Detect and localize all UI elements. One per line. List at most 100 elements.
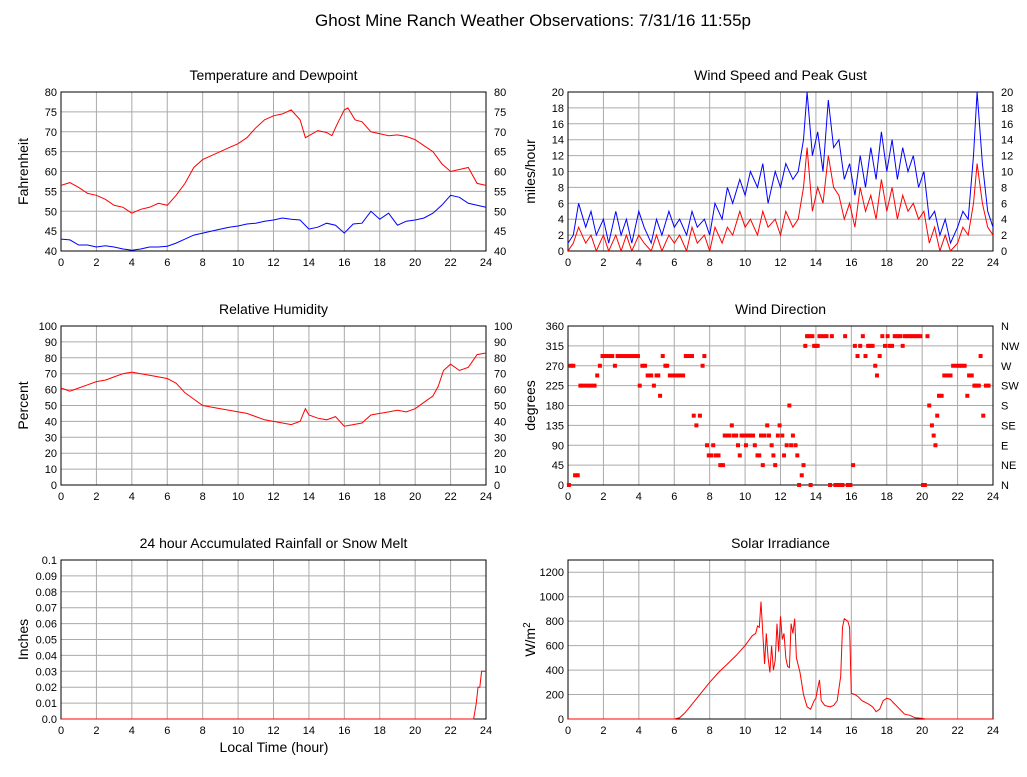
- solar-x-tick: 22: [951, 725, 963, 737]
- wind-speed-title: Wind Speed and Peak Gust: [694, 67, 867, 83]
- solar-y-tick: 1000: [540, 592, 564, 604]
- wind-direction-point: [902, 334, 907, 339]
- humidity-right-tick: 20: [494, 448, 506, 460]
- wind-direction-point: [821, 334, 825, 339]
- temperature-frame: [60, 91, 487, 252]
- wind-speed-series-line-1: [568, 147, 993, 252]
- wind-direction-point: [691, 413, 696, 418]
- wind-direction-point: [568, 363, 573, 368]
- wind-direction-point: [656, 373, 661, 378]
- wind-direction-point: [843, 334, 848, 339]
- rainfall-x-tick: 8: [200, 725, 206, 737]
- wind-speed-x-tick: 20: [916, 257, 928, 269]
- wind-direction-point: [771, 453, 776, 458]
- wind-direction-point: [967, 373, 972, 378]
- wind-direction-point: [948, 373, 953, 378]
- rainfall-y-tick: 0.05: [36, 635, 57, 647]
- wind-direction-point: [745, 433, 750, 438]
- wind-speed-x-tick: 24: [987, 257, 999, 269]
- temperature-x-tick: 2: [93, 257, 99, 269]
- wind-direction-point: [660, 354, 665, 359]
- wind-direction-point: [640, 363, 645, 368]
- wind-direction-point: [585, 383, 590, 388]
- temperature-x-tick: 22: [444, 257, 456, 269]
- wind-speed-y-label: miles/hour: [522, 139, 538, 204]
- wind-direction-point: [665, 363, 670, 368]
- temperature-x-tick: 20: [409, 257, 421, 269]
- temperature-right-tick: 45: [494, 226, 506, 238]
- wind-direction-point: [762, 433, 767, 438]
- temperature-x-tick: 0: [58, 257, 64, 269]
- wind-direction-point: [734, 433, 739, 438]
- wind-direction-point: [929, 423, 934, 428]
- x-axis-label: Local Time (hour): [220, 739, 329, 755]
- wind-direction-point: [793, 443, 798, 448]
- wind-direction-point: [863, 354, 868, 359]
- humidity-right-tick: 50: [494, 401, 506, 413]
- temperature-y-tick: 40: [45, 246, 57, 258]
- wind-direction-point: [670, 373, 675, 378]
- wind-direction-point: [731, 433, 736, 438]
- temperature-x-tick: 6: [164, 257, 170, 269]
- wind-direction-x-tick: 14: [810, 491, 822, 503]
- wind-direction-point: [765, 423, 770, 428]
- temperature-series-line-1: [61, 194, 486, 251]
- humidity-x-tick: 12: [267, 491, 279, 503]
- wind-direction-point: [969, 373, 974, 378]
- humidity-right-tick: 10: [494, 464, 506, 476]
- wind-direction-point: [935, 413, 940, 418]
- rainfall-y-tick: 0.02: [36, 682, 57, 694]
- wind-speed-y-tick: 14: [552, 135, 564, 147]
- wind-direction-point: [797, 483, 802, 487]
- solar-x-tick: 8: [707, 725, 713, 737]
- wind-direction-point: [858, 343, 863, 348]
- humidity-x-tick: 22: [444, 491, 456, 503]
- wind-direction-point: [705, 443, 710, 448]
- wind-direction-point: [769, 443, 774, 448]
- humidity-x-tick: 0: [58, 491, 64, 503]
- wind-speed-y-tick: 8: [558, 182, 564, 194]
- wind-direction-point: [718, 463, 723, 468]
- wind-direction-point: [757, 453, 762, 458]
- wind-direction-point: [702, 354, 707, 359]
- wind-direction-point: [706, 453, 711, 458]
- wind-direction-point: [890, 343, 895, 348]
- wind-direction-point: [622, 354, 627, 359]
- humidity-y-tick: 100: [39, 321, 57, 333]
- wind-direction-point: [674, 373, 679, 378]
- rainfall-chart: 24 hour Accumulated Rainfall or Snow Mel…: [15, 535, 492, 737]
- wind-direction-point: [933, 443, 938, 448]
- rainfall-y-tick: 0.01: [36, 698, 57, 710]
- wind-direction-point: [848, 483, 853, 487]
- wind-direction-point: [775, 433, 780, 438]
- humidity-right-tick: 60: [494, 385, 506, 397]
- wind-speed-x-tick: 16: [845, 257, 857, 269]
- wind-direction-point: [637, 383, 642, 388]
- rainfall-x-tick: 4: [129, 725, 135, 737]
- wind-speed-right-tick: 14: [1001, 135, 1013, 147]
- wind-direction-right-tick: E: [1001, 440, 1008, 452]
- temperature-right-tick: 65: [494, 147, 506, 159]
- solar-x-tick: 20: [916, 725, 928, 737]
- wind-direction-point: [922, 483, 927, 487]
- wind-direction-x-tick: 24: [987, 491, 999, 503]
- humidity-y-tick: 90: [45, 337, 57, 349]
- rainfall-y-tick: 0.1: [42, 555, 57, 567]
- wind-direction-point: [649, 373, 654, 378]
- wind-direction-point: [880, 334, 885, 339]
- wind-speed-right-tick: 6: [1001, 198, 1007, 210]
- wind-direction-point: [898, 334, 903, 339]
- wind-direction-point: [976, 383, 981, 388]
- wind-direction-point: [905, 334, 910, 339]
- rainfall-y-tick: 0.08: [36, 587, 57, 599]
- wind-direction-point: [851, 463, 856, 468]
- wind-direction-point: [962, 363, 967, 368]
- temperature-y-label: Fahrenheit: [15, 138, 31, 205]
- wind-direction-y-tick: 135: [546, 420, 564, 432]
- humidity-right-tick: 70: [494, 369, 506, 381]
- wind-direction-point: [571, 363, 576, 368]
- wind-direction-point: [954, 363, 959, 368]
